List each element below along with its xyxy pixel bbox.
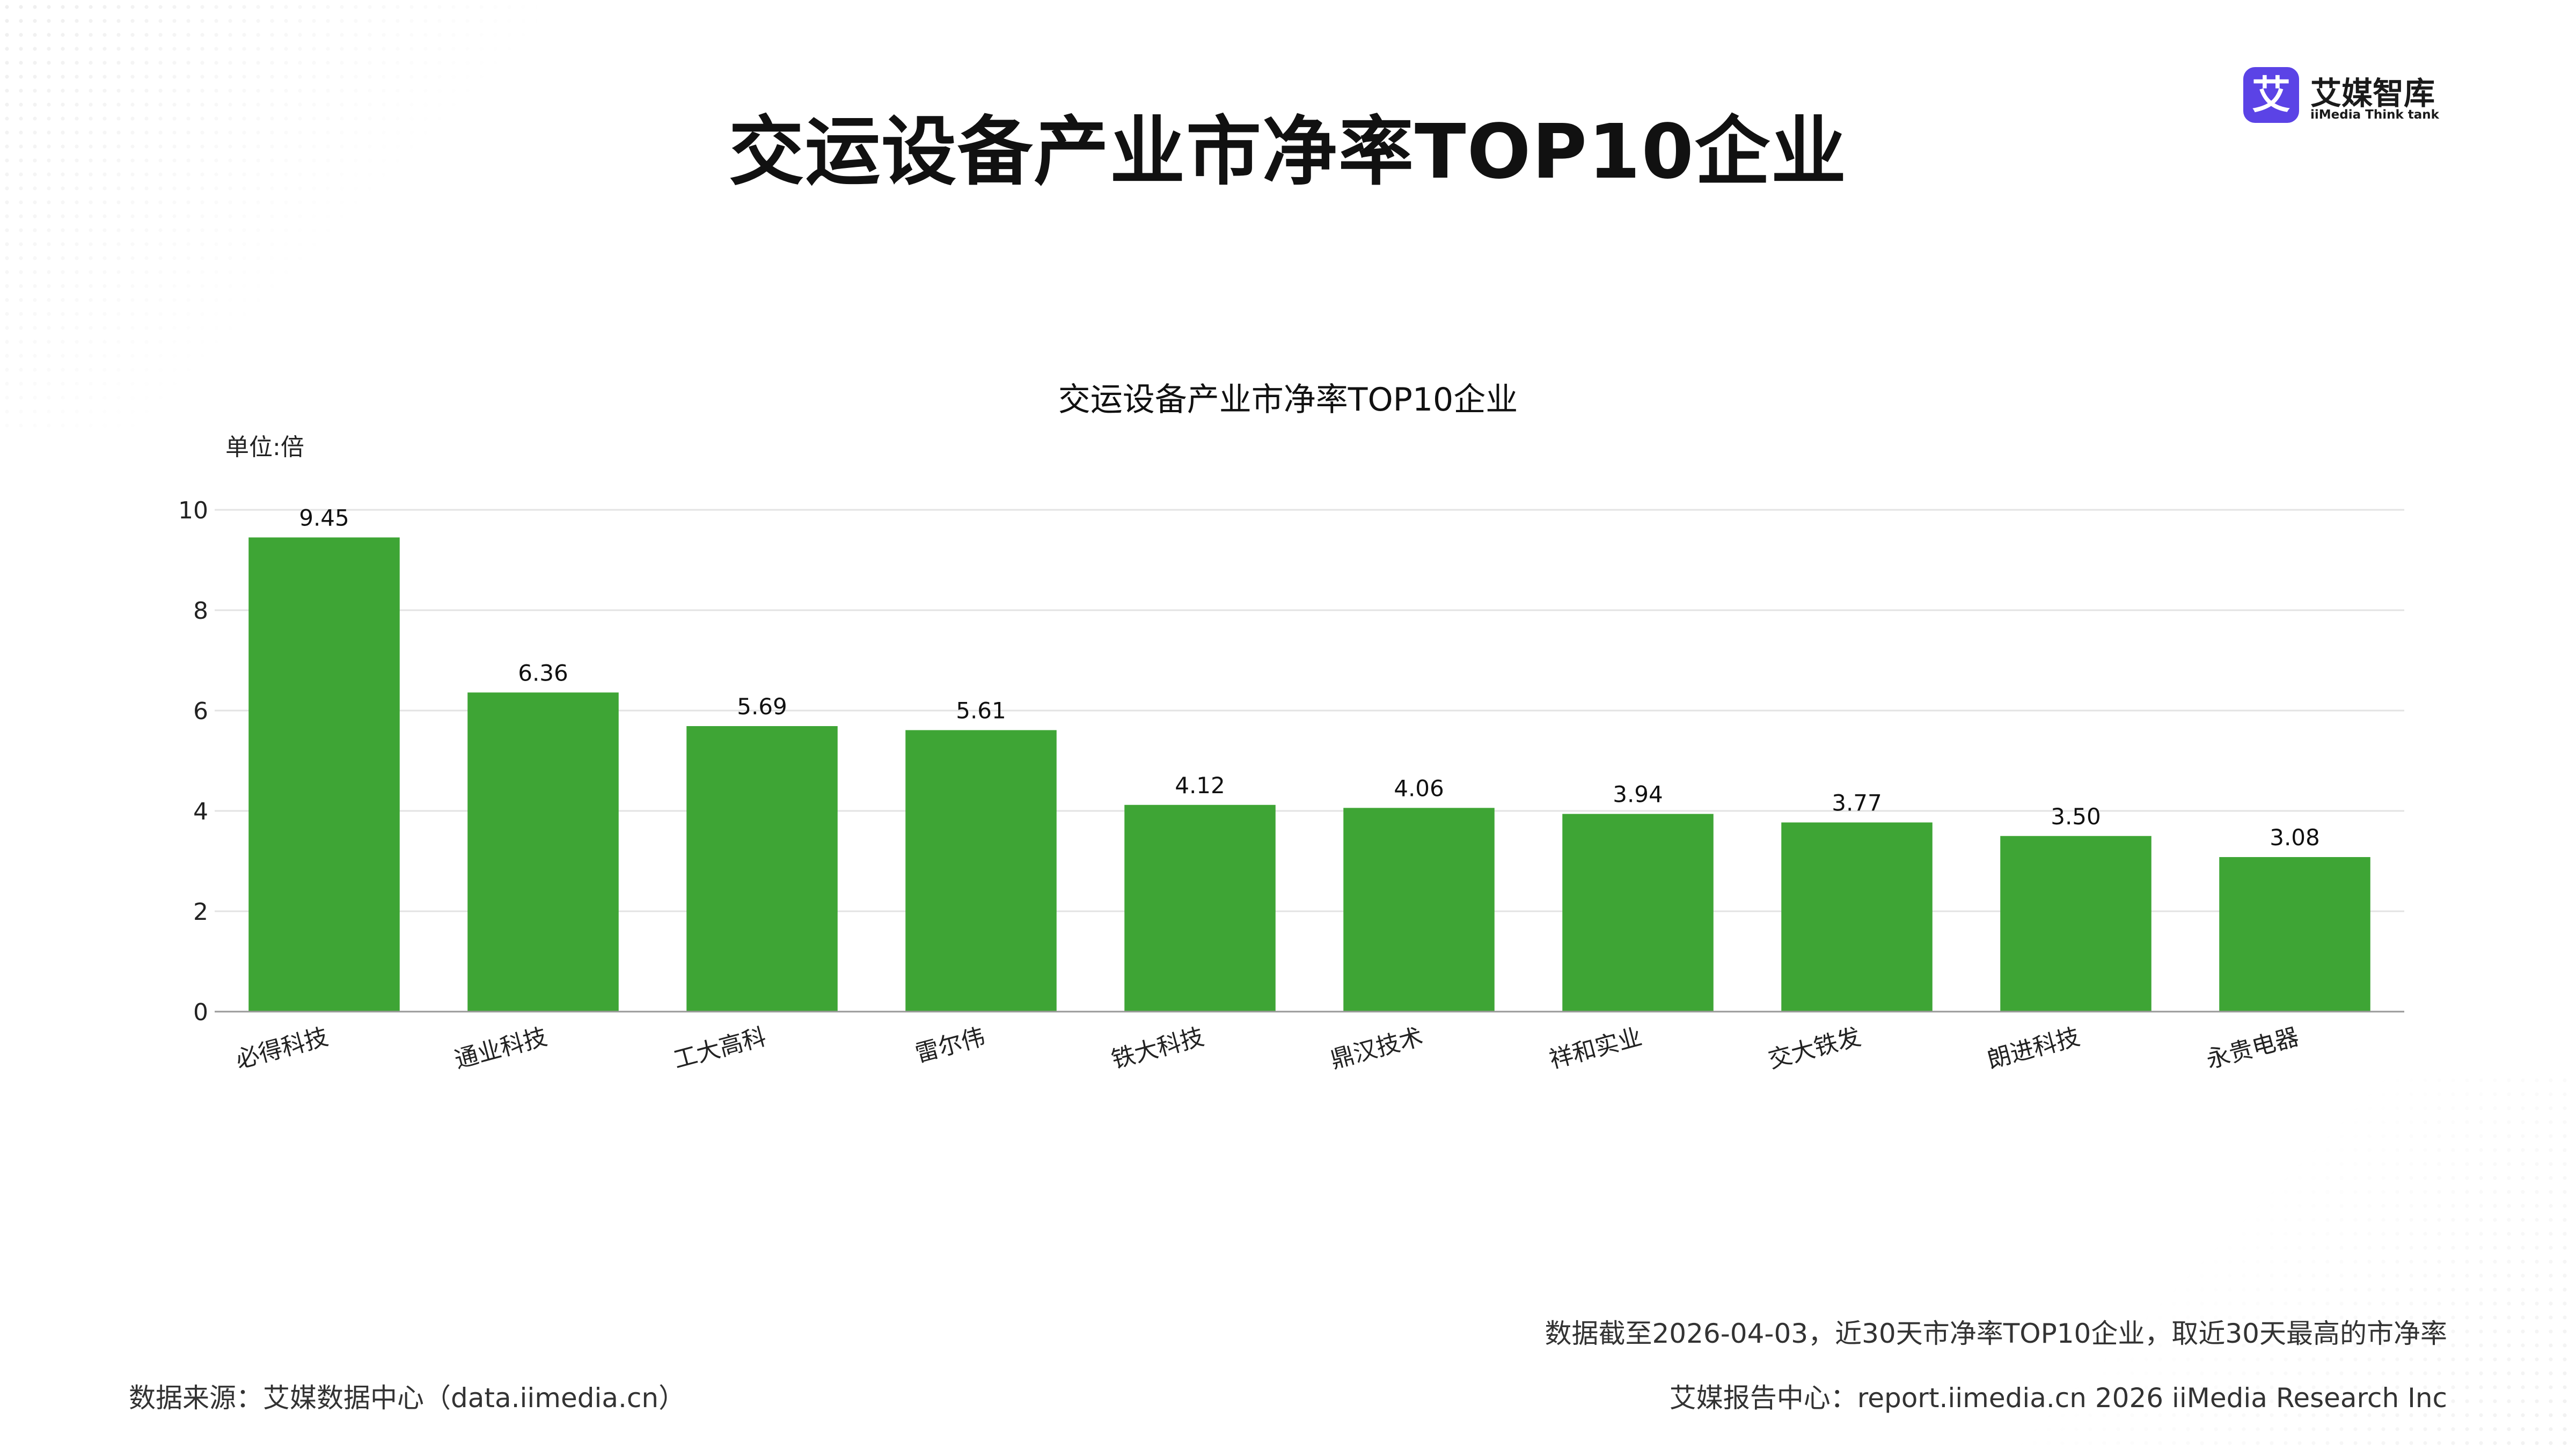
x-tick-label: 交大铁发 bbox=[1766, 1023, 1864, 1074]
bar bbox=[1562, 814, 1714, 1012]
unit-label: 单位:倍 bbox=[225, 434, 304, 461]
y-axis-ticks: 0 2 4 6 8 10 bbox=[178, 497, 208, 1026]
x-axis-labels: 必得科技 通业科技 工大高科 雷尔伟 铁大科技 鼎汉技术 祥和实业 交大铁发 朗进科技 永贵电器 bbox=[233, 1023, 2302, 1074]
bar bbox=[467, 692, 619, 1012]
bar bbox=[248, 537, 400, 1012]
x-tick-label: 祥和实业 bbox=[1547, 1023, 1645, 1074]
y-tick-label: 0 bbox=[193, 999, 208, 1026]
page-title: 交运设备产业市净率TOP10企业 bbox=[729, 108, 1847, 196]
bar bbox=[1781, 822, 1933, 1012]
value-label: 6.36 bbox=[518, 660, 568, 686]
bar bbox=[2219, 857, 2370, 1012]
value-label: 4.12 bbox=[1175, 772, 1225, 799]
x-tick-label: 铁大科技 bbox=[1109, 1023, 1207, 1074]
x-tick-label: 朗进科技 bbox=[1985, 1023, 2083, 1074]
background-dot-pattern bbox=[0, 0, 537, 429]
y-tick-label: 4 bbox=[193, 798, 208, 825]
x-tick-label: 鼎汉技术 bbox=[1328, 1023, 1426, 1074]
value-label: 3.94 bbox=[1613, 781, 1663, 808]
bar bbox=[1124, 804, 1276, 1012]
value-label: 4.06 bbox=[1394, 775, 1444, 801]
value-label: 3.77 bbox=[1832, 790, 1882, 816]
bar bbox=[1343, 808, 1495, 1012]
logo-name: 艾媒智库 bbox=[2310, 75, 2435, 112]
x-tick-label: 必得科技 bbox=[233, 1023, 331, 1074]
data-source: 数据来源：艾媒数据中心（data.iimedia.cn） bbox=[129, 1382, 686, 1414]
y-tick-label: 2 bbox=[193, 898, 208, 926]
x-tick-label: 永贵电器 bbox=[2204, 1023, 2302, 1074]
value-label: 5.61 bbox=[956, 697, 1006, 723]
value-label: 5.69 bbox=[737, 693, 787, 720]
value-label: 3.08 bbox=[2270, 824, 2320, 851]
bar bbox=[905, 730, 1057, 1012]
y-tick-label: 10 bbox=[178, 497, 208, 524]
chart-title: 交运设备产业市净率TOP10企业 bbox=[1058, 381, 1518, 419]
bar bbox=[686, 726, 838, 1012]
report-center: 艾媒报告中心：report.iimedia.cn 2026 iiMedia Re… bbox=[1669, 1382, 2447, 1414]
logo-subtitle: iiMedia Think tank bbox=[2310, 108, 2439, 122]
x-tick-label: 工大高科 bbox=[671, 1023, 769, 1074]
bar bbox=[2000, 836, 2151, 1012]
bar-chart: 交运设备产业市净率TOP10企业 单位:倍 0 2 4 6 8 10 9.45 6.36 5.… bbox=[178, 381, 2404, 1074]
value-label: 3.50 bbox=[2051, 803, 2101, 830]
y-tick-label: 6 bbox=[193, 698, 208, 725]
x-tick-label: 通业科技 bbox=[452, 1023, 550, 1074]
footnote: 数据截至2026-04-03，近30天市净率TOP10企业，取近30天最高的市净… bbox=[1545, 1318, 2448, 1349]
x-tick-label: 雷尔伟 bbox=[912, 1023, 988, 1067]
brand-logo: 艾 艾媒智库 iiMedia Think tank bbox=[2243, 67, 2447, 126]
logo-icon: 艾 bbox=[2243, 67, 2299, 123]
background-dot-pattern-bottom bbox=[1986, 1073, 2576, 1449]
value-label: 9.45 bbox=[299, 504, 349, 531]
bars bbox=[248, 537, 2370, 1012]
value-labels: 9.45 6.36 5.69 5.61 4.12 4.06 3.94 3.77 3.50 3.08 bbox=[299, 504, 2320, 851]
y-tick-label: 8 bbox=[193, 597, 208, 625]
